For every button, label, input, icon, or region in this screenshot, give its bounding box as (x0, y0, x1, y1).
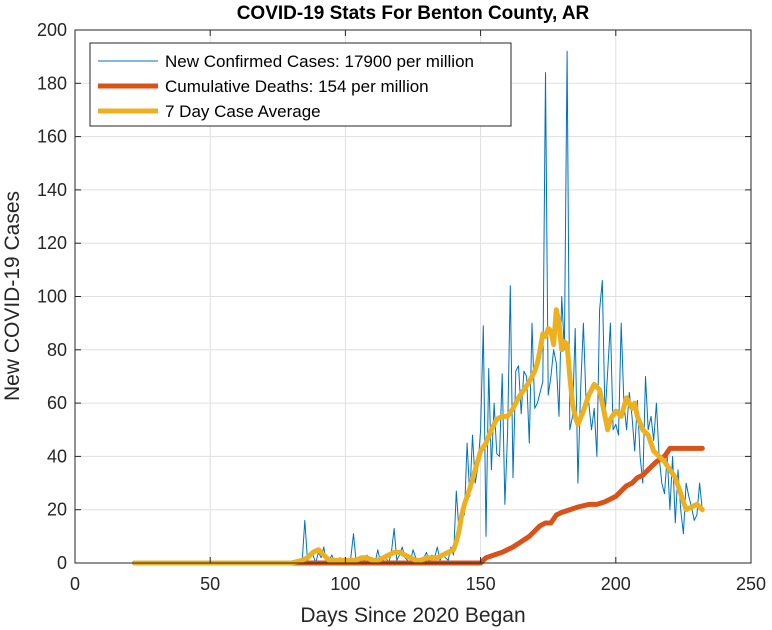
y-tick-label: 100 (37, 287, 67, 307)
legend: New Confirmed Cases: 17900 per million Cu… (89, 42, 512, 127)
x-tick-label: 100 (330, 574, 360, 594)
y-tick-label: 0 (57, 553, 67, 573)
y-tick-label: 40 (47, 446, 67, 466)
y-tick-label: 140 (37, 180, 67, 200)
ticks: 0 50 100 150 200 250 0 20 40 60 80 100 120 140 160 180 2… (37, 20, 766, 594)
y-tick-label: 160 (37, 127, 67, 147)
y-tick-label: 200 (37, 20, 67, 40)
y-tick-label: 20 (47, 500, 67, 520)
y-tick-label: 180 (37, 73, 67, 93)
legend-box (89, 42, 512, 127)
x-tick-label: 50 (200, 574, 220, 594)
x-tick-label: 250 (736, 574, 766, 594)
chart-title: COVID-19 Stats For Benton County, AR (237, 3, 590, 24)
x-tick-label: 150 (466, 574, 496, 594)
legend-seven-day-average-label: 7 Day Case Average (165, 102, 321, 121)
x-tick-label: 0 (70, 574, 80, 594)
y-tick-label: 80 (47, 340, 67, 360)
y-axis-title: New COVID-19 Cases (1, 191, 24, 401)
seven-day-average-line (132, 307, 705, 566)
x-axis-title: Days Since 2020 Began (300, 604, 525, 627)
x-tick-label: 200 (601, 574, 631, 594)
y-tick-label: 120 (37, 233, 67, 253)
y-tick-label: 60 (47, 393, 67, 413)
legend-cumulative-deaths-label: Cumulative Deaths: 154 per million (165, 77, 429, 96)
legend-new-cases-label: New Confirmed Cases: 17900 per million (165, 52, 474, 71)
